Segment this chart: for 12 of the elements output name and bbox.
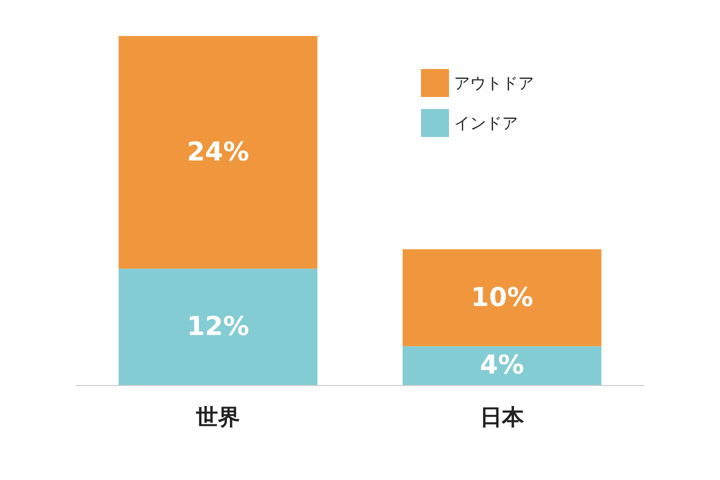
data-label: 10% [470,282,534,313]
legend-label: インドア [454,114,518,132]
bar [118,268,318,385]
data-label: 12% [186,312,250,342]
data-label: 24% [186,137,250,168]
bar [402,346,602,385]
x-tick-label: 世界 [195,406,240,430]
bar [402,249,602,346]
x-tick-label: 日本 [480,406,525,430]
data-label: 4% [480,350,524,381]
bar [118,36,318,269]
legend-label: アウトドア [454,74,534,92]
